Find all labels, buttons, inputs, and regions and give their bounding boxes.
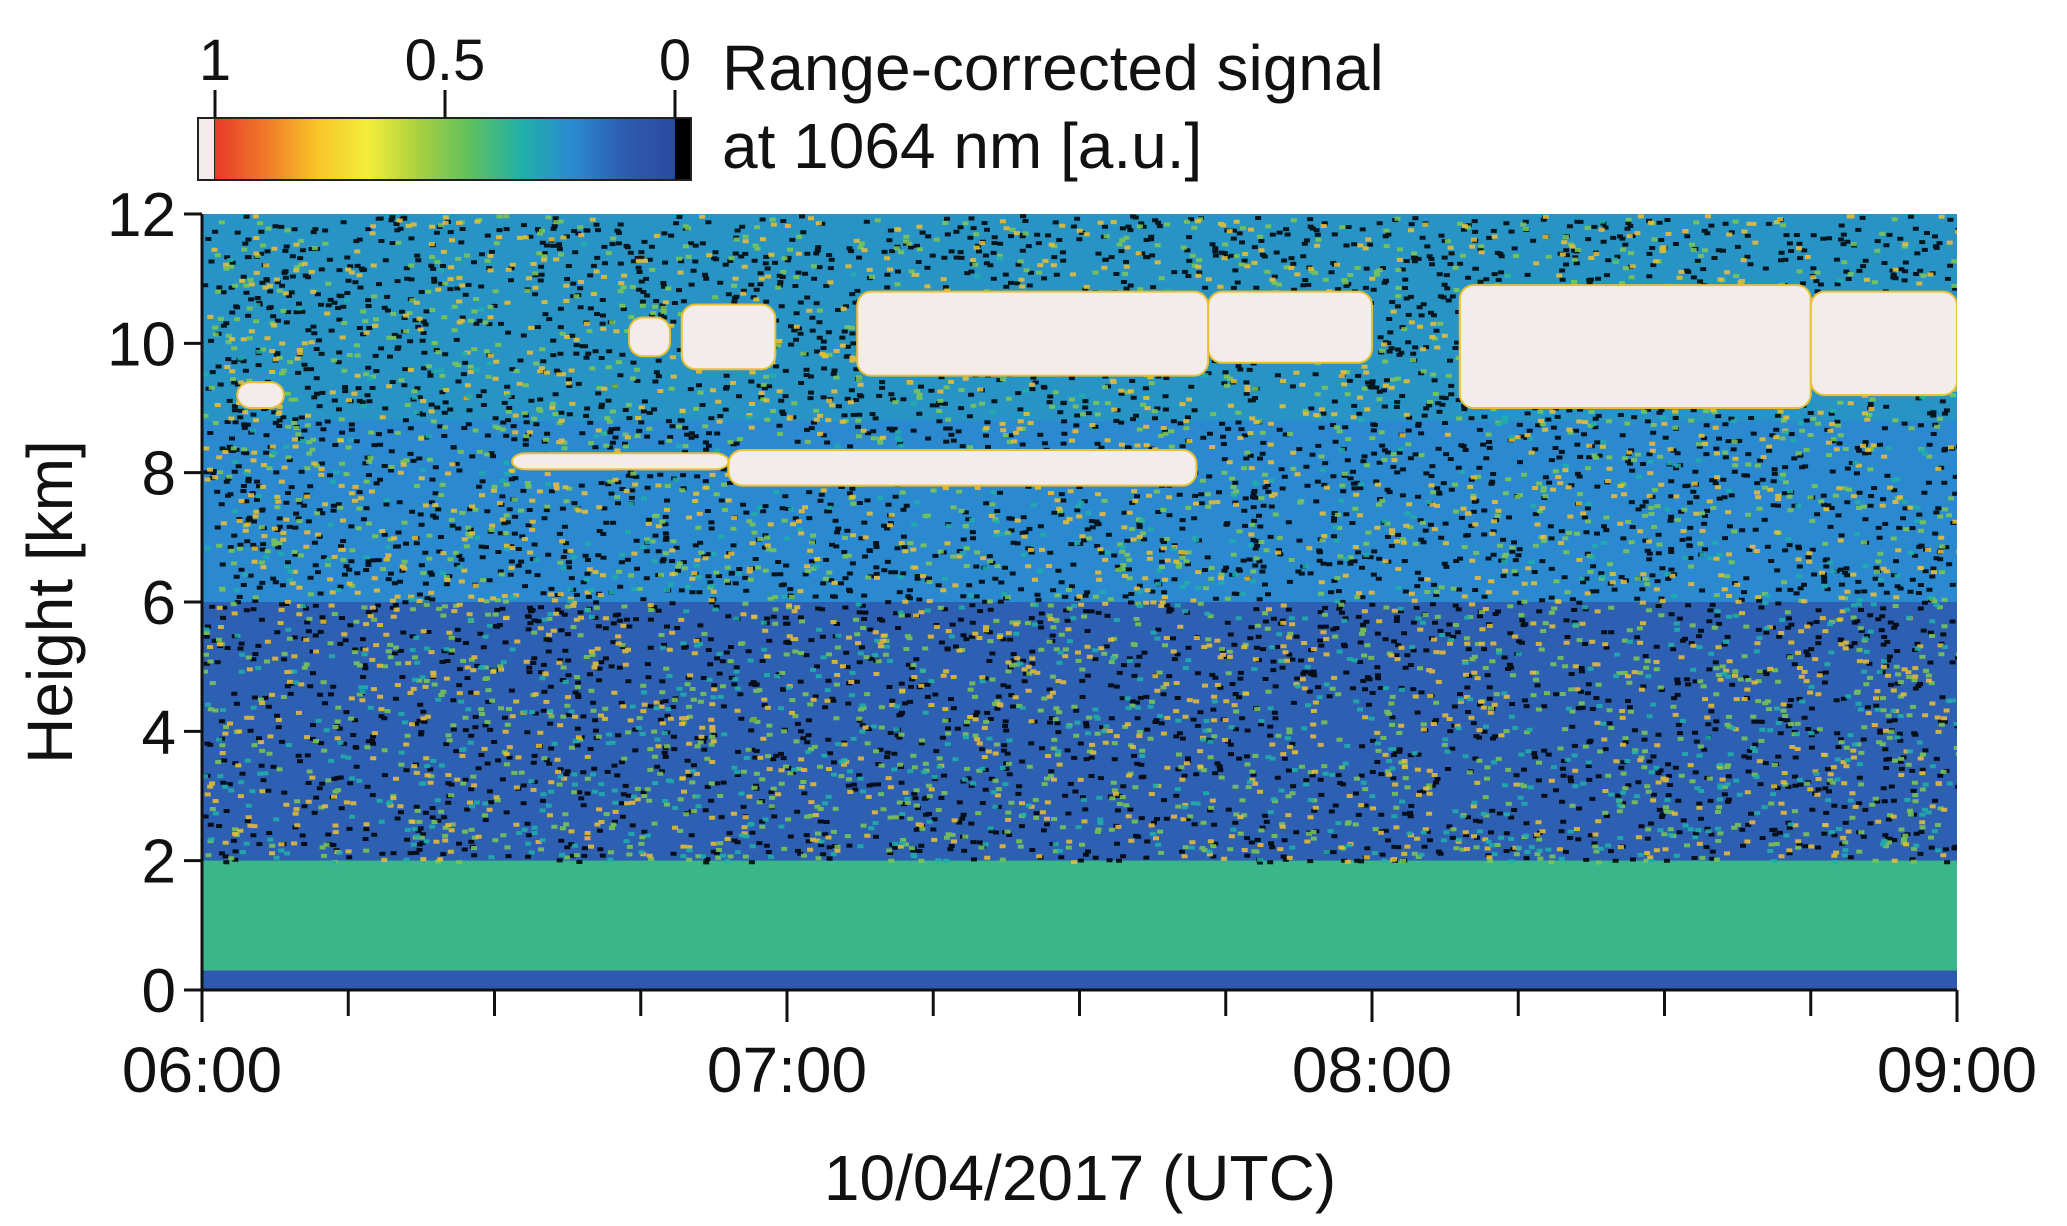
x-tick-label: 07:00 — [707, 1034, 867, 1106]
cloud-regions — [236, 284, 1957, 487]
cloud-region — [628, 316, 671, 358]
colorbar-tick-label: 1 — [199, 28, 231, 93]
y-tick-label: 4 — [142, 698, 176, 767]
x-axis: 06:00 07:00 08:00 09:00 10/04/2017 (UTC) — [122, 988, 2037, 1214]
colorbar-label-line1: Range-corrected signal — [722, 32, 1384, 104]
y-tick-label: 6 — [142, 569, 176, 638]
cloud-region — [1458, 284, 1812, 409]
y-axis: 0 2 4 6 8 10 12 Height [km] — [14, 181, 204, 1026]
noise-mid — [202, 219, 1957, 865]
x-ticks: 06:00 07:00 08:00 09:00 — [122, 990, 2037, 1106]
y-tick-label: 8 — [142, 440, 176, 509]
cloud-region — [1207, 290, 1373, 364]
heatmap-layer-surface — [202, 970, 1957, 990]
x-tick-label: 09:00 — [1877, 1034, 2037, 1106]
plot-area — [202, 214, 1957, 990]
cloud-region — [236, 381, 285, 409]
heatmap-noise — [202, 214, 1957, 865]
y-ticks: 0 2 4 6 8 10 12 — [107, 181, 202, 1026]
cloud-region — [1809, 290, 1957, 397]
x-axis-label: 10/04/2017 (UTC) — [824, 1142, 1336, 1214]
cloud-region — [511, 452, 730, 471]
cloud-region — [856, 290, 1210, 377]
y-tick-label: 12 — [107, 181, 176, 250]
y-tick-label: 2 — [142, 828, 176, 897]
colorbar-min-swatch — [675, 118, 691, 180]
y-axis-label: Height [km] — [14, 440, 86, 764]
colorbar-ticks: 1 0.5 0 — [199, 28, 691, 118]
colorbar-tick-label: 0.5 — [405, 28, 486, 93]
x-tick-label: 08:00 — [1292, 1034, 1452, 1106]
colorbar: 1 0.5 0 Range-corrected signal at 1064 nm … — [197, 28, 1384, 182]
colorbar-saturation-swatch — [197, 117, 216, 181]
y-tick-label: 10 — [107, 310, 176, 379]
colorbar-gradient — [215, 118, 675, 180]
cloud-region — [727, 449, 1198, 487]
colorbar-label-line2: at 1064 nm [a.u.] — [722, 110, 1202, 182]
colorbar-tick-label: 0 — [659, 28, 691, 93]
y-tick-label: 0 — [142, 957, 176, 1026]
heatmap-layer-boundary-layer — [202, 860, 1957, 971]
x-tick-label: 06:00 — [122, 1034, 282, 1106]
cloud-region — [680, 303, 777, 371]
